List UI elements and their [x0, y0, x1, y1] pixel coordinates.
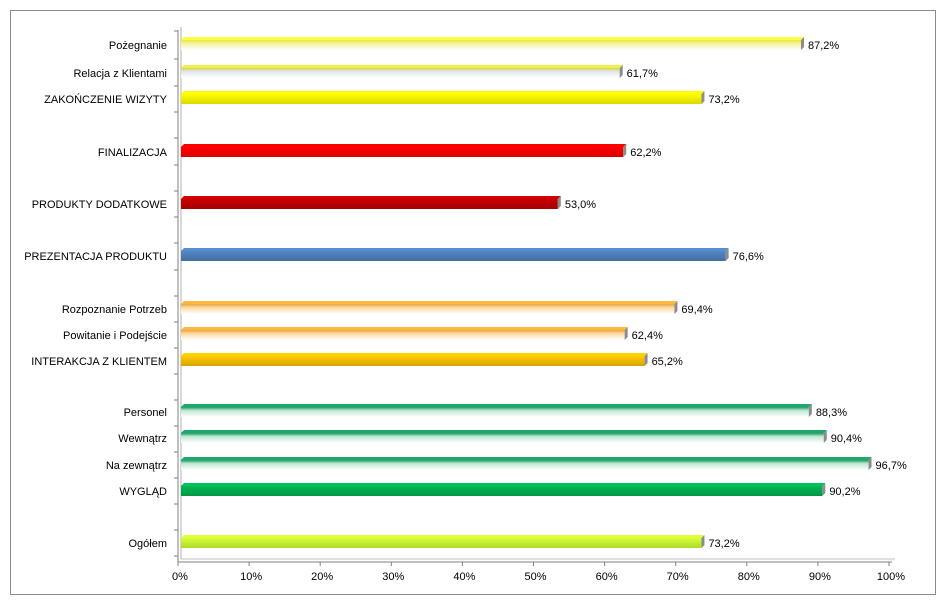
bar-top	[181, 248, 729, 251]
bar-top	[181, 37, 804, 40]
category-label: Pożegnanie	[109, 40, 167, 52]
category-label: Rozpoznanie Potrzeb	[62, 304, 167, 316]
bar-top	[181, 196, 561, 199]
bar-front	[181, 68, 620, 78]
value-label: 90,4%	[831, 433, 862, 445]
bar-end	[619, 65, 623, 78]
category-label: Wewnątrz	[118, 433, 167, 445]
category-label: INTERAKCJA Z KLIENTEM	[31, 356, 167, 368]
bar	[181, 37, 804, 50]
bar-front	[181, 40, 801, 50]
value-label: 73,2%	[708, 94, 739, 106]
category-label: FINALIZACJA	[98, 147, 168, 159]
bar-end	[800, 37, 804, 50]
value-label: 65,2%	[652, 356, 683, 368]
bar-front	[181, 251, 726, 261]
bar-top	[181, 483, 826, 486]
x-tick-label: 60%	[596, 571, 618, 583]
x-tick-label: 70%	[667, 571, 689, 583]
bar	[181, 327, 628, 340]
bar-end	[822, 483, 826, 496]
x-tick-label: 40%	[453, 571, 475, 583]
bar-end	[701, 91, 705, 104]
bar	[181, 353, 648, 366]
bar-front	[181, 486, 823, 496]
bar-top	[181, 535, 705, 538]
bar-end	[868, 457, 872, 470]
value-label: 69,4%	[681, 304, 712, 316]
bar-front	[181, 199, 558, 209]
value-label: 76,6%	[733, 251, 764, 263]
bar	[181, 65, 623, 78]
bar-end	[644, 353, 648, 366]
x-tick-label: 0%	[172, 571, 188, 583]
bar-front	[181, 407, 809, 417]
category-label: Powitanie i Podejście	[63, 330, 167, 342]
x-tick-label: 10%	[240, 571, 262, 583]
x-tick-label: 100%	[877, 571, 905, 583]
bar	[181, 404, 812, 417]
bar-front	[181, 94, 702, 104]
value-label: 73,2%	[708, 538, 739, 550]
bar-front	[181, 460, 869, 470]
bar	[181, 91, 705, 104]
bar-front	[181, 304, 675, 314]
value-label: 88,3%	[816, 407, 847, 419]
x-tick-label: 20%	[311, 571, 333, 583]
category-label: Na zewnątrz	[106, 460, 167, 472]
category-label: Ogółem	[128, 538, 167, 550]
bar-top	[181, 430, 827, 433]
bar-end	[623, 144, 627, 157]
x-tick-label: 50%	[524, 571, 546, 583]
bar-top	[181, 144, 627, 147]
bar-top	[181, 353, 648, 356]
bar-front	[181, 330, 625, 340]
chart-bars	[181, 37, 872, 548]
bar-front	[181, 356, 645, 366]
bar	[181, 430, 827, 443]
bar	[181, 301, 678, 314]
bar-end	[624, 327, 628, 340]
category-label: Personel	[124, 407, 167, 419]
value-label: 53,0%	[565, 199, 596, 211]
chart-axes: 0% 10% 20% 30% 40% 50% 60% 70% 80% 90% 100%	[172, 27, 905, 583]
x-tick-label: 90%	[809, 571, 831, 583]
value-label: 90,2%	[829, 486, 860, 498]
bar-end	[701, 535, 705, 548]
category-label: PRODUKTY DODATKOWE	[32, 199, 167, 211]
category-label: ZAKOŃCZENIE WIZYTY	[44, 93, 168, 106]
bar-front	[181, 147, 624, 157]
x-tick-label: 30%	[382, 571, 404, 583]
bar-top	[181, 327, 628, 330]
value-label: 62,2%	[630, 147, 661, 159]
bar	[181, 535, 705, 548]
bar-end	[823, 430, 827, 443]
bar-top	[181, 91, 705, 94]
bar-end	[725, 248, 729, 261]
category-label: WYGLĄD	[119, 486, 167, 498]
bar	[181, 248, 729, 261]
bar	[181, 483, 826, 496]
chart-labels: Pożegnanie 87,2% Relacja z Klientami 61,7% Z…	[24, 40, 907, 550]
bar	[181, 144, 627, 157]
bar-top	[181, 457, 872, 460]
bar-end	[808, 404, 812, 417]
bar-top	[181, 301, 678, 304]
x-tick-label: 80%	[738, 571, 760, 583]
value-label: 61,7%	[627, 68, 658, 80]
bar	[181, 457, 872, 470]
bar-end	[557, 196, 561, 209]
value-label: 87,2%	[808, 40, 839, 52]
value-label: 96,7%	[876, 460, 907, 472]
value-label: 62,4%	[632, 330, 663, 342]
bar-top	[181, 404, 812, 407]
bar-end	[674, 301, 678, 314]
bar-front	[181, 538, 702, 548]
bar-front	[181, 433, 824, 443]
bar	[181, 196, 561, 209]
category-label: PREZENTACJA PRODUKTU	[24, 251, 167, 263]
category-label: Relacja z Klientami	[73, 68, 167, 80]
bar-top	[181, 65, 623, 68]
